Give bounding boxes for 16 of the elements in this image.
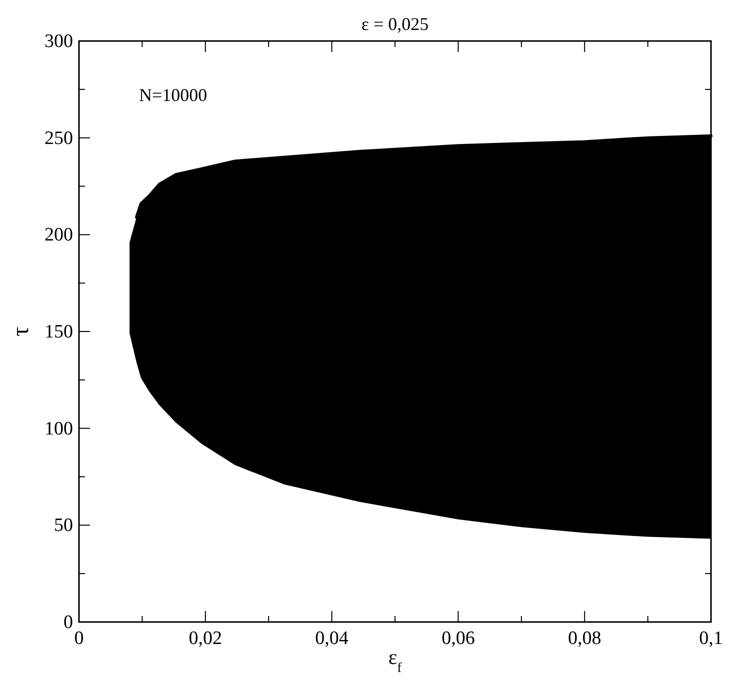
- x-axis-title: ε$_{f}$: [388, 645, 402, 674]
- y-tick-label: 200: [44, 224, 73, 246]
- annotation: N=10000: [139, 85, 208, 105]
- x-tick-label: 0,02: [188, 628, 222, 649]
- y-tick-label: 250: [44, 128, 73, 149]
- y-axis-title: τ: [8, 326, 34, 336]
- x-tick-label: 0,04: [315, 628, 349, 649]
- y-tick-label: 50: [54, 515, 73, 536]
- x-tick-label: 0,06: [442, 628, 475, 649]
- x-tick-label: 0,08: [568, 628, 602, 649]
- y-tick-label: 150: [44, 322, 73, 342]
- x-tick-label: 0,1: [699, 628, 723, 649]
- y-tick-label: 300: [44, 31, 73, 52]
- y-tick-label: 0: [64, 612, 73, 633]
- chart-title: ε = 0,025: [361, 14, 429, 34]
- y-tick-label: 100: [44, 418, 73, 440]
